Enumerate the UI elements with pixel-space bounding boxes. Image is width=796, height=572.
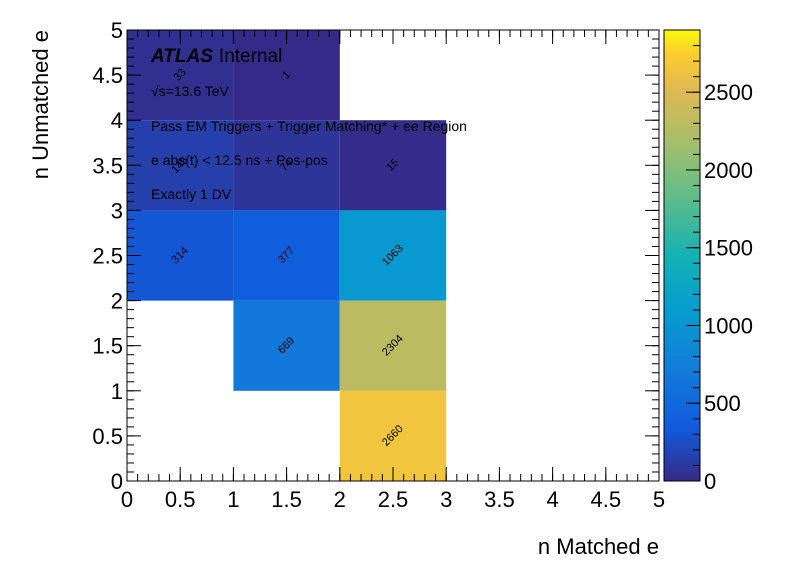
energy-label: √s=13.6 TeV [151,83,230,99]
internal-label: Internal [219,46,282,67]
selection-label: Pass EM Triggers + Trigger Matching* + e… [151,118,467,134]
x-tick-label: 0 [121,487,133,512]
y-axis-title: n Unmatched e [28,30,53,179]
y-tick-label: 0 [111,469,123,494]
x-tick-label: 0.5 [165,487,196,512]
y-tick-label: 4.5 [92,63,123,88]
y-tick-label: 5 [111,18,123,43]
heatmap-cell [233,30,340,121]
x-tick-label: 3 [440,487,452,512]
y-tick-label: 2 [111,289,123,314]
colorbar-tick-label: 500 [704,391,741,416]
colorbar: 0 500 1000 1500 2000 2500 [663,29,753,494]
x-tick-label: 3.5 [484,487,515,512]
heatmap-cell [339,210,447,301]
x-tick-label: 4.5 [591,487,622,512]
x-tick-label: 1.5 [271,487,302,512]
x-tick-label: 4 [546,487,558,512]
x-tick-label: 2 [334,487,346,512]
x-tick-label: 1 [227,487,239,512]
y-tick-label: 0.5 [92,424,123,449]
colorbar-tick-label: 0 [704,469,716,494]
colorbar-ticks: 0 500 1000 1500 2000 2500 [686,29,753,494]
colorbar-tick-label: 1000 [704,313,753,338]
colorbar-tick-label: 2500 [704,80,753,105]
plot-annotations: ATLAS Internal √s=13.6 TeV Pass EM Trigg… [150,46,467,202]
timing-label: e abs(t) < 12.5 ns + Pos-pos [151,152,328,168]
colorbar-tick-label: 1500 [704,236,753,261]
heatmap-cell [339,300,447,391]
heatmap-cell [127,30,234,121]
colorbar-gradient [663,29,701,482]
y-tick-label: 1.5 [92,334,123,359]
heatmap-cell [233,300,340,391]
atlas-label: ATLAS [150,46,213,67]
y-tick-label: 3.5 [92,153,123,178]
y-tick-label: 2.5 [92,244,123,269]
x-tick-label: 2.5 [378,487,409,512]
y-tick-label: 4 [111,108,123,133]
heatmap-cell [233,210,340,301]
heatmap-cells [127,30,447,481]
heatmap-cell [339,390,447,481]
y-axis-ticks: 0 0.5 1 1.5 2 2.5 3 3.5 4 4.5 5 [92,18,659,494]
heatmap-cell [339,120,447,211]
heatmap-cell [127,210,234,301]
colorbar-tick-label: 2000 [704,158,753,183]
x-axis-ticks: 0 0.5 1 1.5 2 2.5 3 3.5 4 4.5 5 [121,30,665,512]
y-tick-label: 1 [111,379,123,404]
x-tick-label: 5 [653,487,665,512]
heatmap-cell [127,120,234,211]
heatmap-cell [233,120,340,211]
x-axis-title: n Matched e [538,534,659,559]
dv-label: Exactly 1 DV [151,186,232,202]
y-tick-label: 3 [111,198,123,223]
